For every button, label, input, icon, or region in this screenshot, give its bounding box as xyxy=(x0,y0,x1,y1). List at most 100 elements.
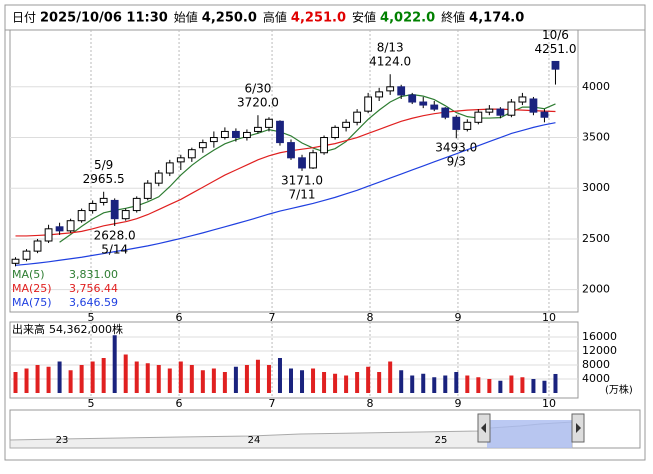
candle-body xyxy=(265,118,273,128)
volume-bar xyxy=(35,365,40,393)
volume-bar xyxy=(377,372,382,393)
y-tick-label: 4000 xyxy=(582,80,610,93)
navigator-year: 23 xyxy=(56,435,69,446)
volume-bar xyxy=(244,365,249,393)
volume-unit: (万株) xyxy=(605,383,633,396)
volume-bar xyxy=(311,368,316,393)
candle-body xyxy=(33,240,42,252)
legend-value: 3,831.00 xyxy=(69,268,118,281)
header-bar xyxy=(4,4,646,31)
annotation-date: 5/14 xyxy=(101,242,128,256)
volume-bar xyxy=(410,375,415,393)
navigator-year: 24 xyxy=(248,435,261,446)
x-tick-label: 10 xyxy=(542,311,556,324)
candle-body xyxy=(154,172,163,184)
candle-body xyxy=(430,104,439,110)
ma-line xyxy=(15,108,556,237)
volume-bar xyxy=(68,370,73,393)
volume-bar xyxy=(553,373,558,393)
annotation-date: 7/11 xyxy=(289,187,316,201)
candle-body xyxy=(99,197,108,203)
candle-body xyxy=(243,131,251,139)
header-value: 2025/10/06 11:30 xyxy=(40,11,168,26)
annotation-price: 2965.5 xyxy=(83,172,125,186)
annotation-price: 4251.0 xyxy=(534,42,576,56)
navigator-range[interactable] xyxy=(487,420,572,448)
volume-bar xyxy=(476,377,481,393)
legend-value: 3,756.44 xyxy=(69,282,118,295)
candle-body xyxy=(474,111,483,123)
candle-body xyxy=(342,121,350,128)
volume-bar xyxy=(388,361,393,393)
x-tick-label: 7 xyxy=(269,311,276,324)
x-tick-label: 5 xyxy=(87,311,94,324)
x-tick-label: 8 xyxy=(367,311,374,324)
volume-bar xyxy=(344,375,349,393)
header-label: 始値 xyxy=(174,10,198,25)
volume-bar xyxy=(255,359,260,393)
candle-body xyxy=(485,108,494,113)
volume-bar xyxy=(542,380,547,393)
x-tick-label: 10 xyxy=(542,397,556,410)
candle-body xyxy=(518,96,527,103)
annotation-date: 9/3 xyxy=(447,155,466,169)
candle-body xyxy=(55,226,64,232)
y-tick-label: 3500 xyxy=(582,131,610,144)
volume-bar xyxy=(145,363,150,393)
candle-body xyxy=(187,149,196,159)
volume-bar xyxy=(366,366,371,393)
candle-body xyxy=(463,121,472,130)
volume-bar xyxy=(156,365,161,393)
candle-body xyxy=(132,197,141,212)
volume-bar xyxy=(277,358,282,393)
volume-bar xyxy=(57,361,62,393)
candle-body xyxy=(287,142,295,159)
y-tick-label: 3000 xyxy=(582,181,610,194)
volume-value: 54,362,000株 xyxy=(49,322,123,336)
annotation-price: 3493.0 xyxy=(435,141,477,155)
volume-bar xyxy=(13,372,18,393)
volume-bar xyxy=(24,368,29,393)
candle-body xyxy=(309,152,317,169)
handle-arrow xyxy=(481,423,486,433)
annotation-price: 3720.0 xyxy=(237,96,279,110)
annotation-date: 8/13 xyxy=(377,41,404,55)
candle-body xyxy=(165,162,174,174)
candle-body xyxy=(198,142,207,149)
candle-body xyxy=(209,137,218,143)
annotation-date: 5/9 xyxy=(94,158,113,172)
header-value: 4,250.0 xyxy=(202,11,257,26)
volume-bar xyxy=(355,372,360,393)
candle-body xyxy=(364,96,373,112)
volume-bar xyxy=(90,361,95,393)
volume-bar xyxy=(443,375,448,393)
volume-bar xyxy=(498,380,503,393)
volume-bar xyxy=(289,368,293,393)
legend-name: MA(25) xyxy=(12,282,52,295)
candle-body xyxy=(11,258,20,264)
candle-body xyxy=(110,199,119,220)
y-tick-label: 16000 xyxy=(582,330,617,343)
volume-bar xyxy=(531,379,536,393)
candle-body xyxy=(331,126,339,139)
annotation-price: 4124.0 xyxy=(369,55,411,69)
candle-body xyxy=(419,101,428,106)
volume-bar xyxy=(300,370,305,393)
volume-bar xyxy=(79,365,84,393)
y-tick-label: 8000 xyxy=(582,358,610,371)
volume-bar xyxy=(233,366,238,393)
candle-body xyxy=(44,228,53,242)
volume-bar xyxy=(46,366,51,393)
volume-bar xyxy=(101,358,106,393)
annotation-date: 10/6 xyxy=(542,28,569,42)
candle-body xyxy=(397,86,406,96)
x-tick-label: 9 xyxy=(454,311,461,324)
y-tick-label: 2500 xyxy=(582,232,610,245)
header-label: 終値 xyxy=(441,10,465,25)
candle-body xyxy=(529,98,538,113)
annotation-price: 2628.0 xyxy=(94,228,136,242)
volume-bar xyxy=(322,372,327,393)
candle-body xyxy=(276,120,284,144)
header-label: 高値 xyxy=(263,10,287,25)
